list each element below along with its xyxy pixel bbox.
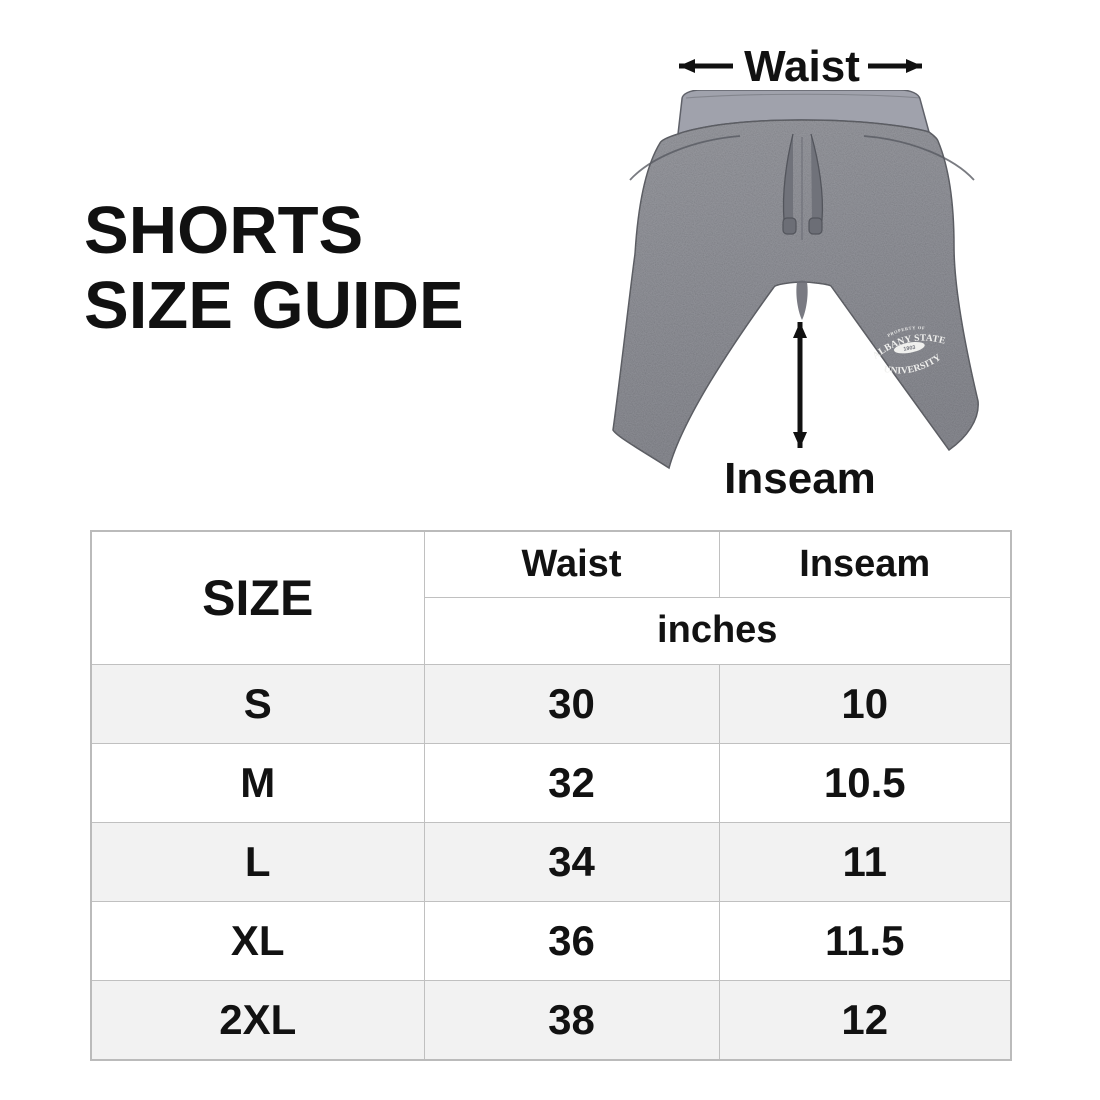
svg-text:Waist: Waist xyxy=(744,42,860,91)
